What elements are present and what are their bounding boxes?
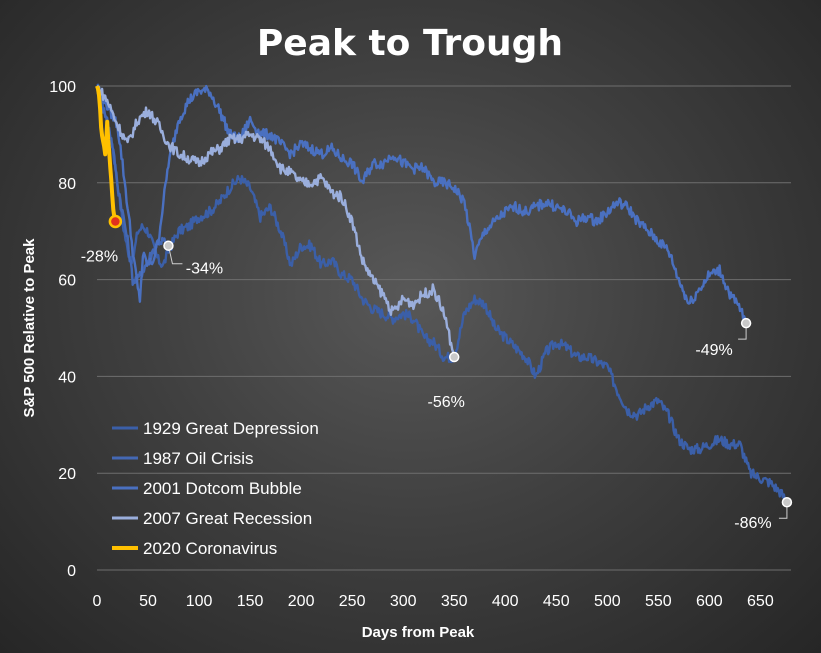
x-tick-label: 200 bbox=[288, 593, 315, 610]
x-tick-label: 100 bbox=[186, 593, 213, 610]
annotation-leader bbox=[738, 323, 747, 340]
y-axis-ticks: 0 20 40 60 80 100 bbox=[49, 79, 76, 580]
y-tick-label: 100 bbox=[49, 79, 76, 96]
x-tick-label: 500 bbox=[594, 593, 621, 610]
x-tick-label: 250 bbox=[339, 593, 366, 610]
x-tick-label: 400 bbox=[492, 593, 519, 610]
trough-markers: -28% -34% -56% -49% -86% bbox=[81, 214, 793, 532]
annotation-label: -28% bbox=[81, 249, 118, 266]
legend: 1929 Great Depression 1987 Oil Crisis 2001… bbox=[112, 419, 319, 558]
x-tick-label: 150 bbox=[237, 593, 264, 610]
trough-marker bbox=[448, 351, 460, 363]
annotation-label: -86% bbox=[734, 515, 771, 532]
y-tick-label: 60 bbox=[58, 273, 76, 290]
annotation-label: -49% bbox=[695, 342, 732, 359]
x-tick-label: 0 bbox=[93, 593, 102, 610]
series-lines bbox=[95, 83, 789, 503]
y-axis-label: S&P 500 Relative to Peak bbox=[21, 238, 38, 418]
legend-entry: 2020 Coronavirus bbox=[143, 539, 277, 558]
legend-entry: 1929 Great Depression bbox=[143, 419, 319, 438]
x-tick-label: 600 bbox=[696, 593, 723, 610]
annotation-leader bbox=[778, 502, 788, 519]
legend-entry: 2001 Dotcom Bubble bbox=[143, 479, 302, 498]
y-tick-label: 80 bbox=[58, 176, 76, 193]
x-tick-label: 450 bbox=[543, 593, 570, 610]
trough-marker bbox=[163, 240, 174, 251]
series-line-2007-great-recession bbox=[96, 84, 456, 358]
x-tick-label: 50 bbox=[139, 593, 157, 610]
trough-marker bbox=[108, 214, 123, 229]
series-line-1929-great-depression bbox=[96, 83, 789, 503]
y-tick-label: 20 bbox=[58, 466, 76, 483]
x-tick-label: 650 bbox=[747, 593, 774, 610]
trough-marker bbox=[740, 317, 752, 329]
annotation-label: -56% bbox=[428, 394, 465, 411]
series-line-2001-dotcom-bubble bbox=[95, 84, 748, 324]
legend-entry: 2007 Great Recession bbox=[143, 509, 312, 528]
annotation-leader bbox=[167, 245, 183, 265]
y-tick-label: 40 bbox=[58, 369, 76, 386]
chart-title: Peak to Trough bbox=[257, 23, 563, 64]
x-tick-label: 350 bbox=[441, 593, 468, 610]
x-tick-label: 300 bbox=[390, 593, 417, 610]
y-tick-label: 0 bbox=[67, 563, 76, 580]
x-axis-label: Days from Peak bbox=[362, 624, 475, 641]
x-tick-label: 550 bbox=[645, 593, 672, 610]
annotation-label: -34% bbox=[186, 261, 223, 278]
trough-marker bbox=[781, 496, 793, 508]
series-line-2020-coronavirus bbox=[95, 85, 118, 222]
legend-entry: 1987 Oil Crisis bbox=[143, 449, 254, 468]
x-axis-ticks: 0 50 100 150 200 250 300 350 400 450 500 550 600 650 bbox=[93, 593, 774, 610]
